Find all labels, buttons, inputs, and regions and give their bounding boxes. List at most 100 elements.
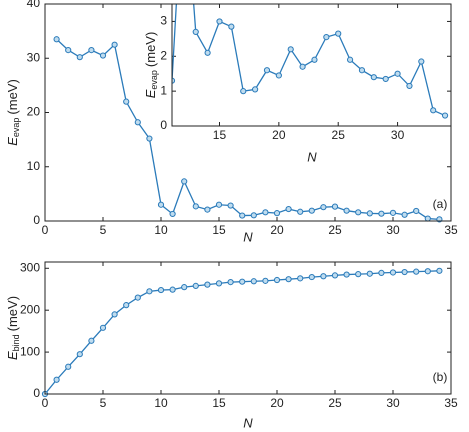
axes-frame: [171, 3, 452, 127]
data-point: [262, 277, 269, 284]
data-point: [394, 70, 401, 77]
data-point: [88, 337, 95, 344]
x-tick-label: 25: [332, 128, 346, 142]
data-point: [53, 376, 60, 383]
y-axis-label: Ebind (meV): [5, 296, 21, 360]
x-tick-label: 20: [270, 396, 284, 410]
data-point: [320, 204, 327, 211]
data-point: [285, 276, 292, 283]
data-point: [299, 63, 306, 70]
data-point: [343, 271, 350, 278]
y-label-symbol: E: [143, 89, 158, 98]
data-point: [335, 30, 342, 37]
y-label-unit: (meV): [5, 79, 20, 114]
x-tick-label: 20: [272, 128, 286, 142]
data-point: [146, 288, 153, 295]
x-tick-label: 5: [100, 396, 107, 410]
data-point: [192, 282, 199, 289]
data-point: [285, 205, 292, 213]
data-point: [204, 281, 211, 288]
data-point: [323, 34, 330, 41]
data-point: [346, 56, 354, 63]
y-tick-label: 100: [20, 344, 40, 358]
data-point: [441, 112, 449, 119]
x-tick-label: 30: [391, 128, 405, 142]
x-tick-label: 10: [154, 396, 168, 410]
y-tick-label: 10: [27, 159, 41, 173]
axes-frame: [44, 261, 452, 395]
y-tick-label: 0: [33, 213, 40, 227]
data-point: [227, 202, 234, 209]
data-point: [239, 278, 246, 285]
data-point: [378, 210, 385, 217]
data-point: [355, 209, 362, 216]
y-label-unit: (meV): [143, 32, 158, 67]
data-point: [287, 46, 294, 53]
data-point: [172, 77, 176, 84]
data-point: [169, 286, 176, 293]
x-tick-label: 15: [212, 223, 226, 237]
y-label-subscript: bind: [11, 334, 21, 351]
data-point: [406, 82, 413, 90]
data-point: [413, 268, 420, 275]
data-point: [382, 75, 389, 83]
data-point: [366, 270, 373, 277]
data-point: [204, 206, 211, 213]
data-point: [111, 41, 118, 48]
y-tick-label: 200: [20, 302, 40, 316]
data-point: [239, 212, 246, 219]
x-tick-label: 20: [270, 223, 284, 237]
x-tick-label: 0: [42, 396, 49, 410]
data-point: [146, 135, 153, 142]
data-point: [413, 207, 420, 215]
data-point: [297, 208, 304, 215]
y-tick-label: 2: [160, 48, 167, 62]
data-point: [134, 294, 141, 301]
data-point: [378, 269, 385, 276]
plot-area: [172, 4, 449, 119]
data-line: [56, 38, 440, 221]
data-point: [273, 276, 281, 284]
y-axis-label: Eevap (meV): [5, 79, 21, 146]
data-point: [65, 363, 72, 370]
y-tick-label: 0: [33, 386, 40, 400]
data-point: [389, 209, 397, 216]
data-point: [215, 280, 223, 287]
data-point: [424, 215, 431, 222]
data-point: [418, 58, 425, 65]
data-point: [401, 211, 408, 218]
y-tick-label: 300: [20, 260, 40, 274]
data-point: [430, 107, 437, 114]
data-point: [111, 311, 118, 318]
data-point: [252, 86, 259, 93]
data-point: [76, 54, 83, 61]
data-point: [275, 72, 282, 79]
x-tick-label: 15: [212, 396, 226, 410]
data-point: [123, 98, 130, 105]
data-point: [366, 210, 373, 217]
data-point: [263, 67, 271, 74]
data-point: [331, 272, 339, 279]
y-tick-label: 40: [27, 0, 41, 10]
data-point: [215, 201, 223, 208]
data-point: [331, 203, 339, 210]
data-point: [134, 119, 141, 126]
data-point: [355, 271, 362, 278]
y-label-subscript: evap: [149, 70, 159, 90]
data-point: [240, 88, 247, 95]
data-point: [88, 47, 95, 54]
y-label-symbol: E: [5, 351, 20, 360]
data-point: [297, 275, 304, 282]
data-point: [320, 273, 327, 280]
x-axis-label: N: [243, 415, 253, 430]
data-point: [250, 278, 257, 285]
x-tick-label: 35: [444, 223, 458, 237]
y-tick-label: 20: [27, 105, 41, 119]
data-point: [204, 49, 211, 56]
x-tick-label: 25: [328, 223, 342, 237]
data-point: [157, 201, 165, 208]
data-point: [76, 351, 83, 358]
data-point: [123, 302, 130, 309]
data-point: [401, 268, 408, 276]
